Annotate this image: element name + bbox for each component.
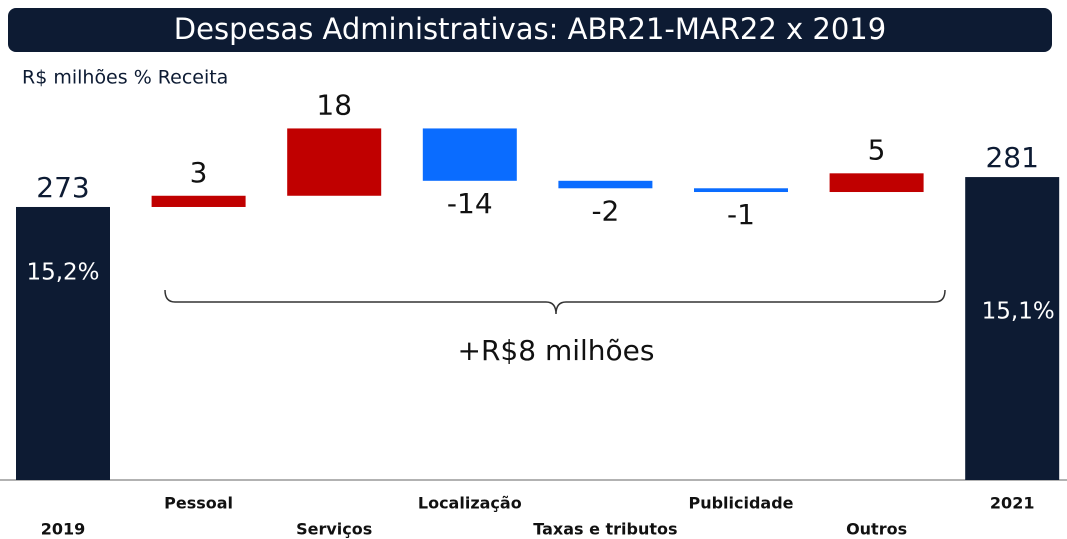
bar [694,188,788,193]
x-tick-label: 2019 [41,520,86,539]
value-label: -14 [447,187,493,220]
bar [151,195,246,207]
x-tick-label: Localização [418,494,522,513]
bracket [164,289,946,315]
x-tick-label: Serviços [296,520,372,539]
value-label: 3 [190,156,208,189]
bar [558,180,653,189]
bar [829,173,924,193]
value-label: 273 [36,171,89,204]
value-label: 281 [985,141,1038,174]
bar [287,128,382,196]
value-label: -2 [591,194,619,227]
x-tick-label: 2021 [990,494,1035,513]
value-label: 18 [316,88,352,121]
title-bar [8,8,1052,52]
x-tick-label: Pessoal [164,494,233,513]
x-tick-label: Taxas e tributos [533,520,677,539]
value-label: 5 [868,133,886,166]
value-label: -1 [727,198,755,231]
annotation: +R$8 milhões [458,334,655,367]
percent-label: 15,2% [26,260,99,286]
chart-title: Despesas Administrativas: ABR21-MAR22 x … [174,12,886,46]
bar [16,206,110,481]
x-tick-label: Outros [846,520,907,539]
bar [965,177,1060,480]
percent-label: 15,1% [982,299,1055,325]
subtitle: R$ milhões % Receita [22,67,228,89]
bar [422,128,517,181]
x-tick-label: Publicidade [688,494,793,513]
